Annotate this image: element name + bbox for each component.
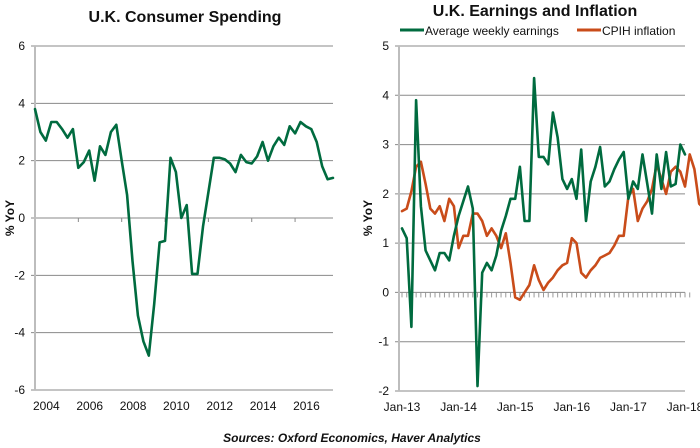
right-gridlines — [395, 45, 685, 392]
left-x-tick-label: 2008 — [120, 399, 147, 413]
legend-label-earnings: Average weekly earnings — [425, 24, 559, 38]
right-y-tick-label: 5 — [382, 39, 389, 53]
left-gridlines — [31, 45, 333, 391]
legend-item-earnings: Average weekly earnings — [400, 24, 559, 38]
right-x-tick-label: Jan-16 — [553, 400, 590, 414]
left-x-tick-label: 2006 — [76, 399, 103, 413]
left-x-tick-label: 2004 — [33, 399, 60, 413]
left-y-tick-label: 2 — [18, 154, 25, 168]
right-y-tick-label: 3 — [382, 138, 389, 152]
right-x-ticks: Jan-13 Jan-14 Jan-15 Jan-16 Jan-17 Jan-18 — [384, 400, 700, 414]
left-x-tick-label: 2012 — [206, 399, 233, 413]
right-x-tick-label: Jan-13 — [384, 400, 421, 414]
left-x-tick-label: 2014 — [250, 399, 277, 413]
left-y-tick-label: 0 — [18, 211, 25, 225]
right-x-tick-label: Jan-15 — [497, 400, 534, 414]
right-y-tick-label: 2 — [382, 187, 389, 201]
legend-label-cpih: CPIH inflation — [602, 24, 675, 38]
left-x-tick-label: 2010 — [163, 399, 190, 413]
right-series-group — [400, 76, 700, 388]
left-y-axis-label: % YoY — [3, 200, 17, 236]
right-x-tick-label: Jan-18 — [667, 400, 700, 414]
left-y-ticks: 6 4 2 0 -2 -4 -6 — [14, 39, 25, 397]
right-y-axis-label: % YoY — [361, 200, 375, 236]
left-y-tick-label: -2 — [14, 268, 25, 282]
left-x-tick-label: 2016 — [293, 399, 320, 413]
left-y-tick-label: -6 — [14, 383, 25, 397]
left-y-tick-label: -4 — [14, 326, 25, 340]
right-y-tick-label: 0 — [382, 285, 389, 299]
left-chart-title: U.K. Consumer Spending — [89, 9, 282, 26]
right-series-line-average-weekly-earnings — [400, 76, 687, 388]
right-x-tick-label: Jan-17 — [610, 400, 647, 414]
earnings-inflation-chart: U.K. Earnings and Inflation Average week… — [361, 3, 700, 414]
right-chart-title: U.K. Earnings and Inflation — [433, 3, 637, 20]
right-x-tick-label: Jan-14 — [440, 400, 477, 414]
right-y-tick-label: 4 — [382, 88, 389, 102]
right-minor-ticks — [401, 292, 691, 298]
right-y-tick-label: -2 — [378, 384, 389, 398]
legend-item-cpih: CPIH inflation — [577, 24, 675, 38]
right-y-tick-label: 1 — [382, 236, 389, 250]
right-y-tick-label: -1 — [378, 335, 389, 349]
legend: Average weekly earnings CPIH inflation — [400, 24, 675, 38]
left-series-line-consumer-spending — [33, 107, 335, 357]
source-note: Sources: Oxford Economics, Haver Analyti… — [223, 431, 481, 445]
left-y-tick-label: 6 — [18, 39, 25, 53]
right-y-ticks: 5 4 3 2 1 0 -1 -2 — [378, 39, 389, 398]
left-x-ticks: 2004 2006 2008 2010 2012 2014 2016 — [33, 218, 320, 413]
left-y-tick-label: 4 — [18, 96, 25, 110]
left-series-group — [33, 107, 335, 357]
